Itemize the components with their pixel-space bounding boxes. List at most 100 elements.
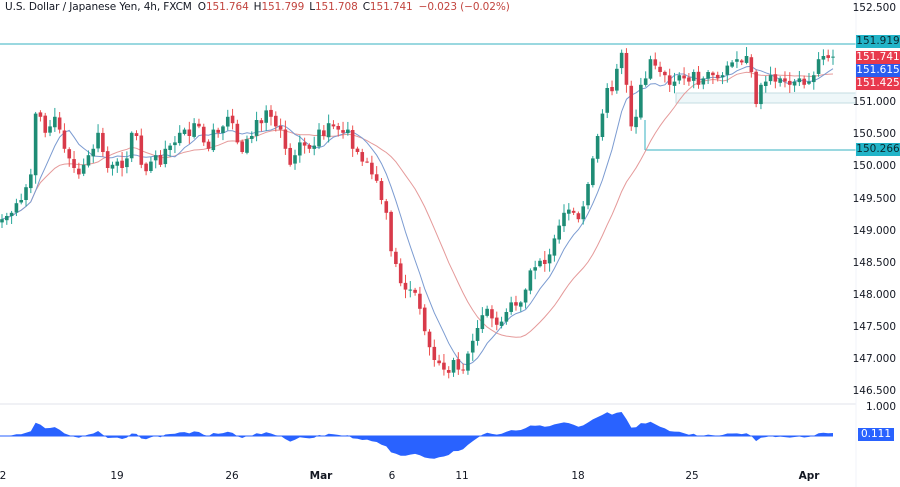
candle-down xyxy=(360,152,365,162)
candle-down xyxy=(365,161,369,163)
candle-down xyxy=(437,360,441,364)
candle-up xyxy=(821,56,826,60)
candle-down xyxy=(201,126,206,143)
candle-down xyxy=(629,85,634,127)
candle-up xyxy=(639,84,643,118)
candle-up xyxy=(672,81,677,86)
candle-down xyxy=(442,362,446,370)
candle-down xyxy=(43,115,48,133)
y-tick: 149.000 xyxy=(852,225,896,237)
candle-up xyxy=(129,132,134,159)
candle-up xyxy=(744,56,749,63)
open-value: 151.764 xyxy=(205,1,249,13)
ma-fast-line xyxy=(1,65,834,366)
candle-down xyxy=(696,71,701,85)
oscillator-axis-tick: 1.000 xyxy=(865,401,896,413)
open-key: O xyxy=(197,1,206,13)
candle-down xyxy=(749,57,754,72)
candle-up xyxy=(768,75,773,82)
candle-up xyxy=(153,155,158,161)
candle-down xyxy=(374,174,379,181)
candle-up xyxy=(298,142,302,156)
candle-down xyxy=(427,331,432,348)
candle-down xyxy=(624,52,629,85)
candle-down xyxy=(379,181,384,200)
candle-up xyxy=(735,59,739,62)
candle-down xyxy=(490,309,494,319)
candle-up xyxy=(528,270,533,291)
candle-down xyxy=(62,130,67,149)
candle-down xyxy=(288,147,293,165)
candle-down xyxy=(307,145,312,149)
x-tick: 19 xyxy=(110,470,124,482)
candle-up xyxy=(115,161,120,166)
candle-up xyxy=(5,216,9,221)
x-tick-month: Mar xyxy=(309,470,333,482)
candle-down xyxy=(715,74,720,79)
candle-down xyxy=(461,369,465,371)
candle-down xyxy=(783,78,787,82)
y-tick: 151.000 xyxy=(852,96,896,108)
candle-down xyxy=(216,129,220,133)
candle-down xyxy=(658,66,662,72)
candle-up xyxy=(24,187,28,201)
candle-down xyxy=(120,160,124,168)
candle-down xyxy=(230,115,235,124)
low-key: L xyxy=(309,1,315,13)
candle-up xyxy=(600,113,605,138)
candle-up xyxy=(221,126,225,134)
candle-up xyxy=(504,312,509,322)
last-price-tag: 151.741 xyxy=(856,51,900,64)
candle-down xyxy=(101,132,105,152)
candle-up xyxy=(0,219,4,223)
candle-down xyxy=(38,112,43,117)
candle-up xyxy=(168,145,172,151)
candle-down xyxy=(158,154,163,165)
candle-down xyxy=(273,115,278,127)
candle-up xyxy=(648,59,653,79)
candle-down xyxy=(413,289,417,293)
candle-up xyxy=(725,65,730,75)
candle-up xyxy=(91,148,96,157)
candle-down xyxy=(139,135,144,165)
candle-down xyxy=(134,133,139,136)
candle-up xyxy=(499,321,504,326)
candle-down xyxy=(687,77,691,82)
candle-up xyxy=(249,136,254,139)
candle-up xyxy=(81,164,86,174)
y-tick: 149.500 xyxy=(852,193,896,205)
candle-up xyxy=(9,212,14,216)
y-tick: 150.500 xyxy=(852,128,896,140)
candle-up xyxy=(29,174,33,189)
low-value: 151.708 xyxy=(314,1,358,13)
candle-up xyxy=(523,289,528,303)
candle-down xyxy=(72,159,76,168)
candle-down xyxy=(370,162,374,175)
candle-up xyxy=(485,308,489,316)
candle-up xyxy=(634,116,638,128)
candle-down xyxy=(542,259,547,264)
candle-down xyxy=(206,141,211,149)
candle-down xyxy=(389,211,393,252)
candle-up xyxy=(811,75,816,83)
candle-down xyxy=(653,59,658,66)
candle-up xyxy=(538,260,542,267)
oscillator-value-tag: 0.111 xyxy=(858,428,894,441)
ma-slow-line xyxy=(1,71,834,338)
y-tick: 147.500 xyxy=(852,321,896,333)
ma-slow-price-tag: 151.425 xyxy=(856,77,900,90)
y-tick: 148.500 xyxy=(852,257,896,269)
x-tick: 2 xyxy=(0,470,7,482)
candle-down xyxy=(802,78,806,85)
candle-up xyxy=(163,148,168,165)
candle-up xyxy=(245,139,249,153)
range-box[interactable] xyxy=(675,92,857,104)
x-tick: 26 xyxy=(225,470,239,482)
high-key: H xyxy=(253,1,262,13)
oscillator-area xyxy=(2,412,833,459)
candle-down xyxy=(398,263,403,284)
candle-down xyxy=(278,125,283,130)
candle-down xyxy=(422,307,427,332)
candle-up xyxy=(293,155,297,164)
